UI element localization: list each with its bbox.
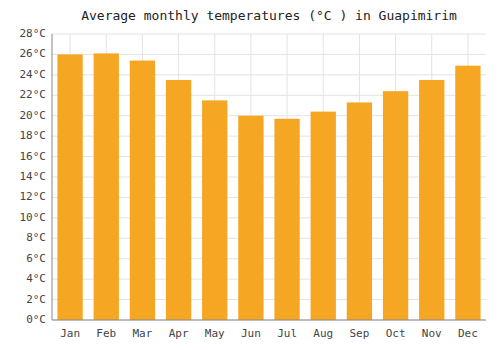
x-tick-label: Dec [458,327,478,340]
bar [383,91,408,320]
bars [57,53,480,320]
y-tick-label: 14°C [20,170,47,183]
title: Average monthly temperatures (°C ) in Gu… [81,8,457,23]
bar [274,119,299,320]
y-axis-line [52,34,53,320]
bar [347,102,372,320]
bar [57,54,82,320]
bar [455,66,480,320]
x-tick-label: May [205,327,225,340]
x-axis-line [52,320,486,321]
y-tick-label: 12°C [20,190,47,203]
y-tick-label: 28°C [20,27,47,40]
y-tick-label: 6°C [26,252,46,265]
grid [52,34,486,320]
x-tick-label: Jan [60,327,80,340]
y-tick-label: 8°C [26,231,46,244]
x-tick-label: Feb [96,327,116,340]
bar [419,80,444,320]
x-tick-label: Mar [132,327,152,340]
x-tick-label: Sep [349,327,369,340]
x-tick-label: Oct [386,327,406,340]
x-tick-label: Aug [313,327,333,340]
x-tick-label: Jun [241,327,261,340]
bar [202,100,227,320]
bar [311,112,336,320]
y-tick-label: 24°C [20,68,47,81]
y-tick-label: 18°C [20,129,47,142]
bar [238,116,263,320]
y-tick-label: 0°C [26,313,46,326]
y-tick-label: 20°C [20,109,47,122]
y-tick-label: 26°C [20,47,47,60]
y-tick-label: 2°C [26,293,46,306]
chart: 0°C 2°C 4°C 6°C 8°C 10°C 12°C 14°C 16°C 18°C 20°C 2… [0,0,500,350]
bar [94,53,119,320]
y-grid-line [52,320,486,321]
y-tick-label: 10°C [20,211,47,224]
x-tick-label: Nov [422,327,442,340]
y-tick-label: 4°C [26,272,46,285]
bar [130,61,155,320]
y-tick-label: 22°C [20,88,47,101]
y-grid-line [52,34,486,35]
x-tick-label: Apr [169,327,189,340]
y-tick-label: 16°C [20,150,47,163]
x-tick-label: Jul [277,327,297,340]
bar [166,80,191,320]
